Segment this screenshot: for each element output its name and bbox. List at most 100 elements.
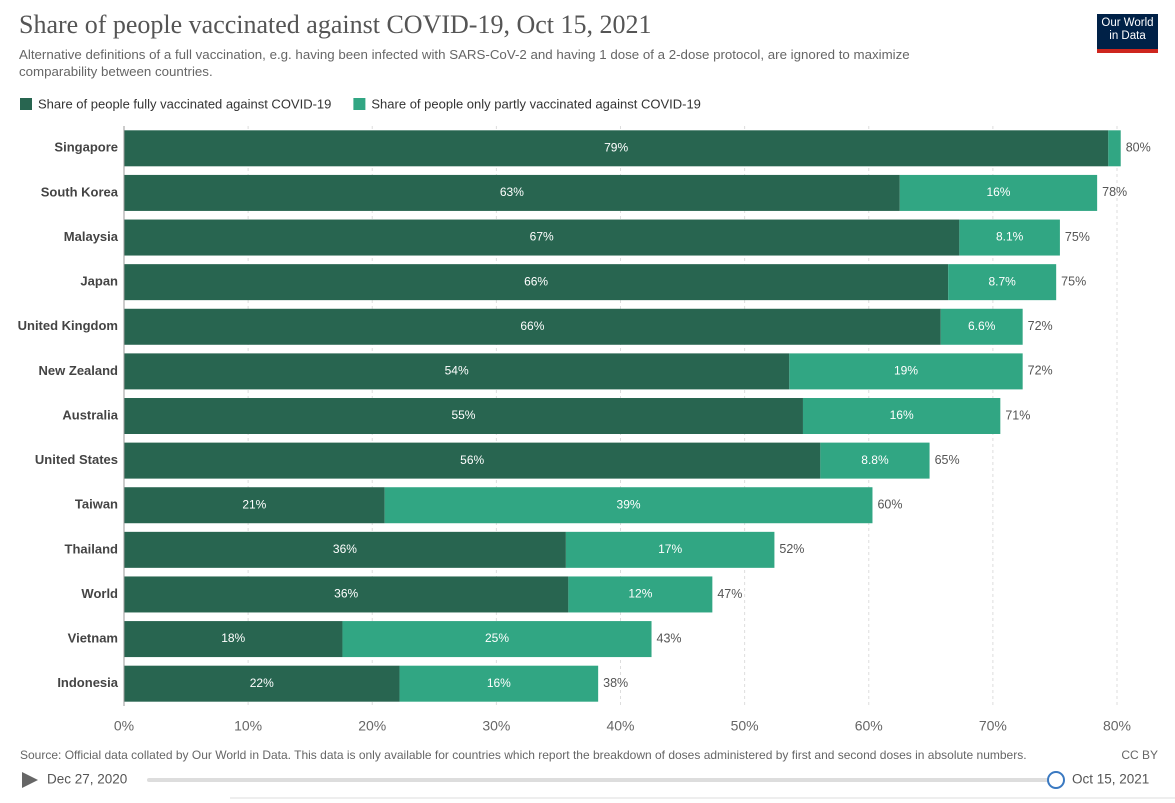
value-label: 66% bbox=[524, 274, 548, 288]
bar-segment bbox=[568, 576, 713, 613]
total-label: 72% bbox=[1028, 319, 1053, 333]
value-label: 39% bbox=[617, 497, 641, 511]
bar-segment bbox=[124, 264, 949, 301]
bar-segment bbox=[124, 353, 790, 390]
bar-segment bbox=[384, 487, 873, 524]
bar-segment bbox=[124, 442, 821, 479]
bar-segment bbox=[124, 531, 566, 568]
value-label: 36% bbox=[333, 542, 357, 556]
value-label: 8.7% bbox=[989, 274, 1017, 288]
value-label: 6.6% bbox=[968, 319, 996, 333]
value-label: 19% bbox=[894, 364, 918, 378]
y-tick-label: Malaysia bbox=[64, 229, 119, 244]
legend-swatch bbox=[353, 98, 366, 110]
value-label: 67% bbox=[530, 230, 554, 244]
value-label: 25% bbox=[485, 631, 509, 645]
y-tick-label: Vietnam bbox=[68, 631, 118, 646]
bar-segment bbox=[124, 308, 941, 345]
value-label: 18% bbox=[221, 631, 245, 645]
x-tick-label: 30% bbox=[482, 718, 510, 734]
value-label: 8.1% bbox=[996, 230, 1024, 244]
source-note: Source: Official data collated by Our Wo… bbox=[20, 748, 1027, 762]
bar-segment bbox=[399, 665, 599, 702]
value-label: 16% bbox=[986, 185, 1010, 199]
y-tick-label: United States bbox=[35, 452, 118, 467]
value-label: 16% bbox=[890, 408, 914, 422]
value-label: 79% bbox=[604, 140, 628, 154]
bar-segment bbox=[124, 665, 400, 702]
value-label: 55% bbox=[451, 408, 475, 422]
bar-segment bbox=[940, 308, 1023, 345]
y-tick-label: United Kingdom bbox=[18, 318, 118, 333]
bar-segment bbox=[565, 531, 775, 568]
bar-segment bbox=[820, 442, 930, 479]
y-tick-label: Indonesia bbox=[57, 675, 118, 690]
y-tick-label: New Zealand bbox=[39, 363, 119, 378]
x-tick-label: 20% bbox=[358, 718, 386, 734]
y-tick-label: World bbox=[81, 586, 118, 601]
bar-segment bbox=[802, 398, 1001, 434]
timeline-track[interactable] bbox=[147, 778, 1056, 782]
logo-line: in Data bbox=[1109, 30, 1146, 42]
total-label: 52% bbox=[779, 542, 804, 556]
x-tick-label: 10% bbox=[234, 718, 262, 734]
y-tick-label: South Korea bbox=[41, 184, 119, 199]
total-label: 43% bbox=[657, 631, 682, 645]
bar-segment bbox=[959, 219, 1060, 256]
value-label: 16% bbox=[487, 676, 511, 690]
chart-subtitle: Alternative definitions of a full vaccin… bbox=[19, 47, 910, 79]
bar-segment bbox=[124, 398, 803, 434]
legend-label: Share of people fully vaccinated against… bbox=[38, 96, 331, 111]
value-label: 22% bbox=[250, 676, 274, 690]
bar-segment bbox=[1108, 130, 1121, 167]
timeline-end: Oct 15, 2021 bbox=[1072, 772, 1149, 787]
x-tick-label: 80% bbox=[1103, 718, 1131, 734]
total-label: 75% bbox=[1065, 230, 1090, 244]
bar-segment bbox=[342, 621, 652, 658]
value-label: 17% bbox=[658, 542, 682, 556]
x-tick-label: 70% bbox=[979, 718, 1007, 734]
logo-line: Our World bbox=[1101, 17, 1154, 29]
timeline-start: Dec 27, 2020 bbox=[47, 772, 127, 787]
total-label: 60% bbox=[877, 498, 902, 512]
value-label: 12% bbox=[628, 587, 652, 601]
y-tick-label: Thailand bbox=[65, 541, 119, 556]
value-label: 8.8% bbox=[861, 453, 889, 467]
y-tick-label: Taiwan bbox=[75, 497, 118, 512]
total-label: 71% bbox=[1005, 408, 1030, 422]
value-label: 56% bbox=[460, 453, 484, 467]
x-tick-label: 40% bbox=[606, 718, 634, 734]
total-label: 47% bbox=[717, 587, 742, 601]
total-label: 75% bbox=[1061, 274, 1086, 288]
total-label: 65% bbox=[935, 453, 960, 467]
value-label: 21% bbox=[242, 497, 266, 511]
total-label: 72% bbox=[1028, 364, 1053, 378]
bar-segment bbox=[789, 353, 1023, 390]
bar-segment bbox=[948, 264, 1057, 301]
y-tick-label: Singapore bbox=[54, 140, 118, 155]
y-tick-label: Australia bbox=[62, 407, 118, 422]
bar-segment bbox=[124, 621, 343, 658]
license[interactable]: CC BY bbox=[1121, 748, 1158, 762]
x-tick-label: 60% bbox=[855, 718, 883, 734]
y-tick-label: Japan bbox=[80, 274, 118, 289]
timeline-handle[interactable] bbox=[1047, 771, 1065, 789]
legend-swatch bbox=[20, 98, 32, 110]
chart-title: Share of people vaccinated against COVID… bbox=[19, 10, 652, 39]
value-label: 54% bbox=[445, 364, 469, 378]
legend-label: Share of people only partly vaccinated a… bbox=[371, 96, 701, 111]
bar-segment bbox=[124, 219, 960, 256]
value-label: 36% bbox=[334, 587, 358, 601]
x-tick-label: 50% bbox=[731, 718, 759, 734]
logo[interactable]: Our World in Data bbox=[1097, 14, 1158, 53]
play-button[interactable] bbox=[22, 772, 38, 788]
bar-segment bbox=[124, 576, 569, 613]
bar-segment bbox=[124, 130, 1109, 167]
bar-segment bbox=[124, 174, 900, 211]
value-label: 63% bbox=[500, 185, 524, 199]
bar-segment bbox=[124, 487, 385, 524]
total-label: 80% bbox=[1126, 141, 1151, 155]
total-label: 78% bbox=[1102, 185, 1127, 199]
